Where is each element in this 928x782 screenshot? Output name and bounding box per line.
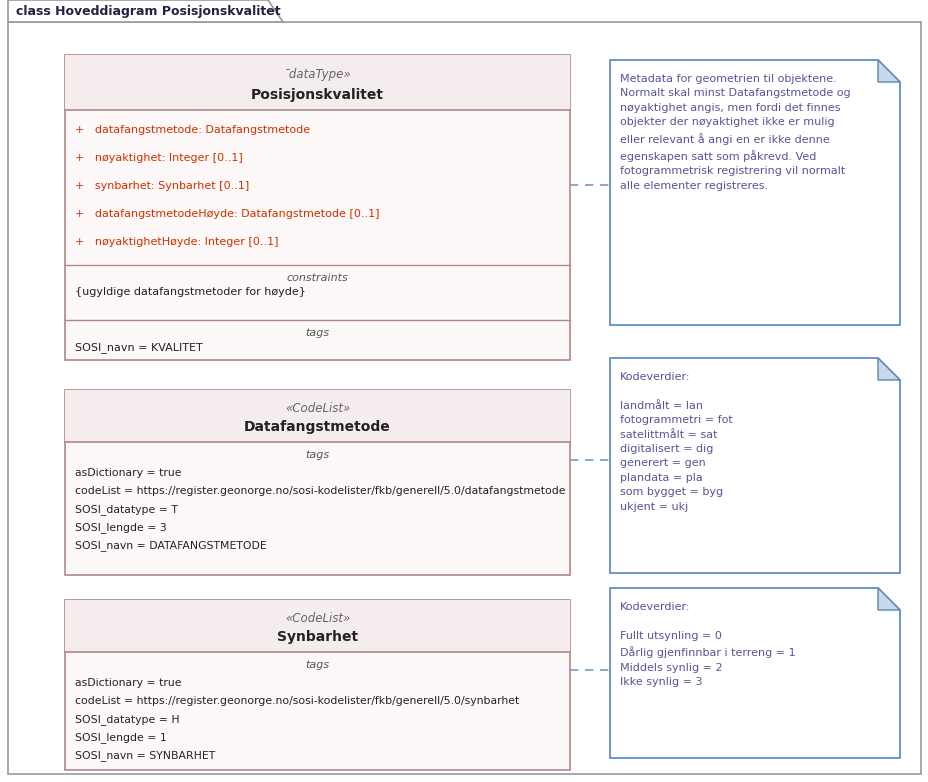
Text: ¯dataType»: ¯dataType» xyxy=(283,68,351,81)
Text: +   datafangstmetodeHøyde: Datafangstmetode [0..1]: + datafangstmetodeHøyde: Datafangstmetod… xyxy=(75,210,380,219)
Polygon shape xyxy=(610,588,899,758)
Text: codeList = https://register.geonorge.no/sosi-kodelister/fkb/generell/5.0/synbarh: codeList = https://register.geonorge.no/… xyxy=(75,696,519,706)
Bar xyxy=(65,55,570,360)
Polygon shape xyxy=(877,358,899,380)
Bar xyxy=(65,55,570,110)
Polygon shape xyxy=(610,358,899,573)
Text: SOSI_lengde = 1: SOSI_lengde = 1 xyxy=(75,732,166,743)
Polygon shape xyxy=(610,60,899,325)
Text: SOSI_datatype = H: SOSI_datatype = H xyxy=(75,714,179,725)
Text: +   datafangstmetode: Datafangstmetode: + datafangstmetode: Datafangstmetode xyxy=(75,124,310,135)
Text: codeList = https://register.geonorge.no/sosi-kodelister/fkb/generell/5.0/datafan: codeList = https://register.geonorge.no/… xyxy=(75,486,565,496)
Text: SOSI_navn = KVALITET: SOSI_navn = KVALITET xyxy=(75,342,202,353)
Polygon shape xyxy=(877,588,899,610)
Polygon shape xyxy=(8,0,283,22)
Text: tags: tags xyxy=(305,660,329,670)
Bar xyxy=(65,600,570,652)
Text: SOSI_navn = SYNBARHET: SOSI_navn = SYNBARHET xyxy=(75,750,215,761)
Text: {ugyldige datafangstmetoder for høyde}: {ugyldige datafangstmetoder for høyde} xyxy=(75,287,305,297)
Text: asDictionary = true: asDictionary = true xyxy=(75,678,181,688)
Text: Kodeverdier:

Fullt utsynling = 0
Dårlig gjenfinnbar i terreng = 1
Middels synli: Kodeverdier: Fullt utsynling = 0 Dårlig … xyxy=(619,602,794,687)
Text: Metadata for geometrien til objektene.
Normalt skal minst Datafangstmetode og
nø: Metadata for geometrien til objektene. N… xyxy=(619,74,850,191)
Text: +   nøyaktighet: Integer [0..1]: + nøyaktighet: Integer [0..1] xyxy=(75,153,242,163)
Text: Posisjonskvalitet: Posisjonskvalitet xyxy=(251,88,383,102)
Text: tags: tags xyxy=(305,450,329,460)
Text: class Hoveddiagram Posisjonskvalitet: class Hoveddiagram Posisjonskvalitet xyxy=(16,5,280,17)
Text: +   synbarhet: Synbarhet [0..1]: + synbarhet: Synbarhet [0..1] xyxy=(75,181,249,191)
Text: constraints: constraints xyxy=(287,273,348,283)
Text: Datafangstmetode: Datafangstmetode xyxy=(244,421,391,435)
Text: Kodeverdier:

landmålt = lan
fotogrammetri = fot
satelittmålt = sat
digitalisert: Kodeverdier: landmålt = lan fotogrammetr… xyxy=(619,372,732,511)
Bar xyxy=(65,600,570,770)
Bar xyxy=(65,390,570,442)
Text: tags: tags xyxy=(305,328,329,338)
Text: «CodeList»: «CodeList» xyxy=(285,402,350,414)
Polygon shape xyxy=(877,60,899,82)
Text: asDictionary = true: asDictionary = true xyxy=(75,468,181,478)
Text: Synbarhet: Synbarhet xyxy=(277,630,357,644)
Text: SOSI_lengde = 3: SOSI_lengde = 3 xyxy=(75,522,166,533)
Text: «CodeList»: «CodeList» xyxy=(285,612,350,625)
Text: +   nøyaktighetHøyde: Integer [0..1]: + nøyaktighetHøyde: Integer [0..1] xyxy=(75,238,278,247)
Bar xyxy=(65,390,570,575)
Text: SOSI_navn = DATAFANGSTMETODE: SOSI_navn = DATAFANGSTMETODE xyxy=(75,540,266,551)
Text: SOSI_datatype = T: SOSI_datatype = T xyxy=(75,504,177,515)
